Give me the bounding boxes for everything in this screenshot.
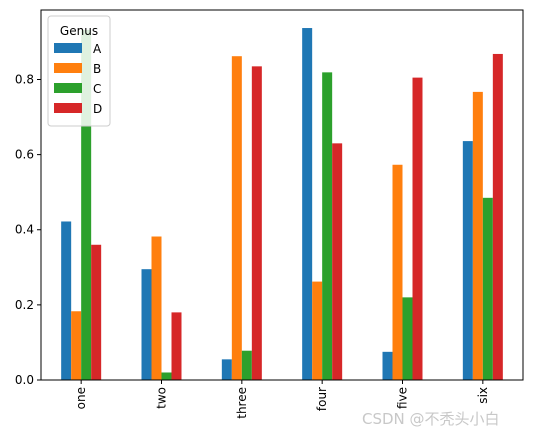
bar-B-six [472,91,483,380]
x-tick-label-one: one [74,387,88,409]
x-tick-label-five: five [396,387,410,409]
y-tick-label: 0.6 [15,148,34,162]
bar-B-four [312,281,323,380]
x-tick-label-four: four [315,387,329,411]
y-tick-label: 0.8 [15,72,34,86]
y-tick-label: 0.4 [15,223,34,237]
y-tick-label: 0.0 [15,373,34,387]
bar-D-six [492,53,503,380]
x-tick-label-two: two [155,387,169,409]
bar-C-four [322,72,333,380]
bars-group [61,28,503,381]
bar-A-four [302,28,313,380]
bar-D-four [332,143,343,380]
bar-D-one [91,244,102,380]
legend-label-A: A [93,42,102,56]
bar-B-two [151,236,162,380]
bar-C-six [482,197,493,380]
legend-label-C: C [93,82,101,96]
x-tick-label-six: six [476,387,490,404]
legend-swatch-D [54,103,82,113]
legend-swatch-C [54,83,82,93]
bar-D-two [171,312,182,380]
legend-swatch-A [54,43,82,53]
legend-title: Genus [60,24,98,38]
watermark-text: CSDN @不秃头小白 [362,410,500,428]
x-tick-label-three: three [235,387,249,419]
bar-A-six [462,141,473,380]
bar-A-three [221,359,232,380]
x-axis: one two three four five six [74,380,490,419]
bar-D-five [412,77,423,381]
bar-C-one [81,29,92,380]
bar-C-three [241,350,252,380]
bar-A-five [382,351,393,380]
bar-C-two [161,372,172,380]
bar-A-two [141,269,152,380]
bar-B-three [231,56,242,381]
bar-A-one [61,221,72,380]
plot-frame [40,9,524,381]
bar-B-five [392,164,403,380]
legend-swatch-B [54,63,82,73]
y-tick-label: 0.2 [15,298,34,312]
bar-C-five [402,297,413,380]
legend-label-D: D [93,102,102,116]
bar-D-three [251,66,262,380]
legend-label-B: B [93,62,101,76]
y-axis: 0.0 0.2 0.4 0.6 0.8 [15,72,41,387]
bar-B-one [71,311,82,380]
